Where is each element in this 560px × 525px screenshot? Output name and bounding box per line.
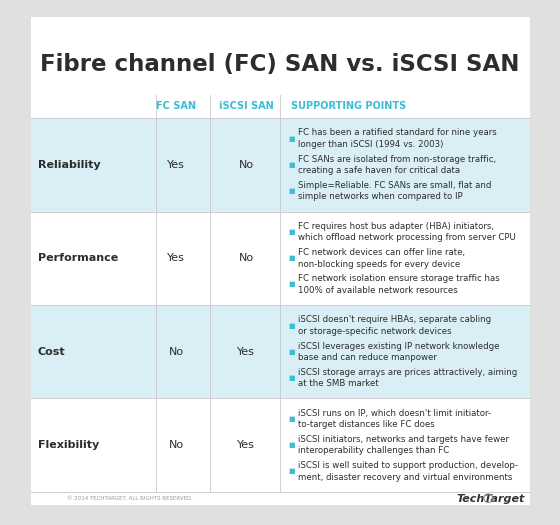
- Text: ■: ■: [288, 229, 295, 235]
- Text: Yes: Yes: [237, 440, 255, 450]
- Text: iSCSI SAN: iSCSI SAN: [219, 101, 274, 111]
- Text: Yes: Yes: [167, 160, 185, 170]
- Text: iSCSI runs on IP, which doesn't limit initiator-
to-target distances like FC doe: iSCSI runs on IP, which doesn't limit in…: [298, 409, 491, 429]
- Text: No: No: [169, 346, 184, 357]
- Text: ■: ■: [288, 135, 295, 142]
- Text: Flexibility: Flexibility: [38, 440, 99, 450]
- Text: No: No: [239, 253, 254, 264]
- Text: ■: ■: [288, 188, 295, 194]
- Text: FC network isolation ensure storage traffic has
100% of available network resour: FC network isolation ensure storage traf…: [298, 274, 500, 295]
- Text: FC SAN: FC SAN: [156, 101, 197, 111]
- Text: Performance: Performance: [38, 253, 118, 264]
- Text: iSCSI leverages existing IP network knowledge
base and can reduce manpower: iSCSI leverages existing IP network know…: [298, 342, 500, 362]
- Text: ■: ■: [288, 375, 295, 381]
- Text: Yes: Yes: [167, 253, 185, 264]
- Text: ■: ■: [288, 322, 295, 329]
- Text: ■: ■: [288, 162, 295, 168]
- Text: Yes: Yes: [237, 346, 255, 357]
- FancyBboxPatch shape: [31, 212, 530, 305]
- Text: FC has been a ratified standard for nine years
longer than iSCSI (1994 vs. 2003): FC has been a ratified standard for nine…: [298, 129, 497, 149]
- Text: TechTarget: TechTarget: [456, 494, 525, 504]
- Text: Reliability: Reliability: [38, 160, 100, 170]
- Text: Fibre channel (FC) SAN vs. iSCSI SAN: Fibre channel (FC) SAN vs. iSCSI SAN: [40, 53, 520, 76]
- Text: iSCSI is well suited to support production, develop-
ment, disaster recovery and: iSCSI is well suited to support producti…: [298, 461, 518, 481]
- Text: ■: ■: [288, 349, 295, 355]
- FancyBboxPatch shape: [31, 305, 530, 398]
- FancyBboxPatch shape: [31, 398, 530, 492]
- Text: FC SANs are isolated from non-storage traffic,
creating a safe haven for critica: FC SANs are isolated from non-storage tr…: [298, 155, 496, 175]
- Text: iSCSI storage arrays are prices attractively, aiming
at the SMB market: iSCSI storage arrays are prices attracti…: [298, 368, 517, 388]
- Text: iSCSI doesn't require HBAs, separate cabling
or storage-specific network devices: iSCSI doesn't require HBAs, separate cab…: [298, 316, 491, 336]
- Text: No: No: [239, 160, 254, 170]
- Text: Cost: Cost: [38, 346, 65, 357]
- Text: ■: ■: [288, 442, 295, 448]
- Text: iSCSI initiators, networks and targets have fewer
interoperability challenges th: iSCSI initiators, networks and targets h…: [298, 435, 509, 455]
- Text: FC network devices can offer line rate,
non-blocking speeds for every device: FC network devices can offer line rate, …: [298, 248, 465, 268]
- Text: © 2014 TECHTARGET. ALL RIGHTS RESERVED.: © 2014 TECHTARGET. ALL RIGHTS RESERVED.: [67, 496, 193, 501]
- FancyBboxPatch shape: [31, 118, 530, 212]
- Text: ■: ■: [288, 281, 295, 288]
- Text: No: No: [169, 440, 184, 450]
- Text: ■: ■: [288, 468, 295, 475]
- Text: SUPPORTING POINTS: SUPPORTING POINTS: [291, 101, 407, 111]
- Text: ■: ■: [288, 255, 295, 261]
- Text: Simple=Reliable. FC SANs are small, flat and
simple networks when compared to IP: Simple=Reliable. FC SANs are small, flat…: [298, 181, 491, 201]
- FancyBboxPatch shape: [31, 17, 530, 505]
- Text: ■: ■: [288, 416, 295, 422]
- Text: FC requires host bus adapter (HBA) initiators,
which offload network processing : FC requires host bus adapter (HBA) initi…: [298, 222, 516, 243]
